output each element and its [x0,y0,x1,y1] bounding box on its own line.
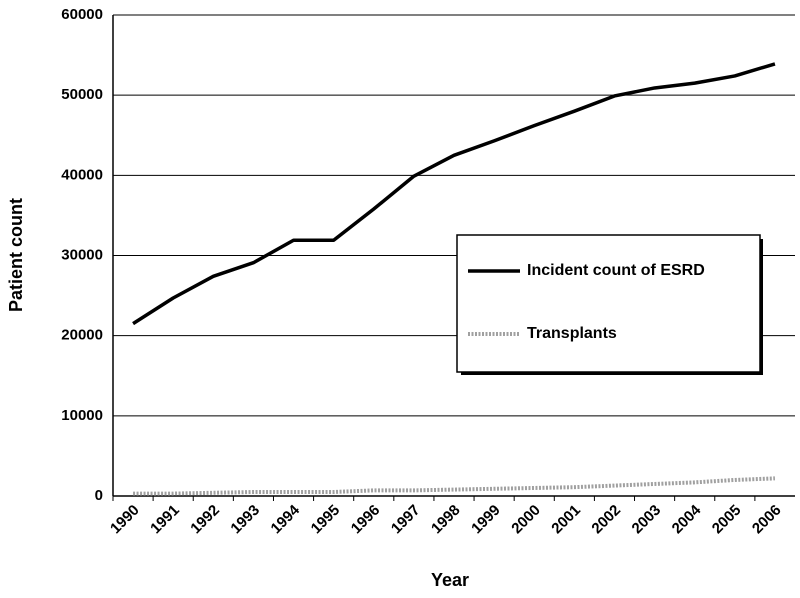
y-tick-label: 30000 [61,246,103,263]
legend-shadow [760,239,763,375]
x-tick-label: 1996 [348,502,384,538]
legend-label: Transplants [527,325,617,342]
x-tick-label: 2002 [588,502,624,538]
x-axis-title: Year [431,570,469,590]
y-axis-title: Patient count [6,198,26,312]
y-tick-label: 50000 [61,86,103,103]
legend-box [456,234,761,373]
x-tick-label: 2001 [548,502,584,538]
series-line [133,476,776,496]
y-tick-label: 60000 [61,6,103,23]
y-tick-label: 0 [95,487,103,504]
legend-label: Incident count of ESRD [527,262,705,279]
series-line [132,62,776,326]
x-tick-label: 1992 [187,502,223,538]
x-tick-label: 2006 [749,502,785,538]
x-tick-label: 1993 [227,502,263,538]
x-tick-label: 2005 [709,502,745,538]
x-tick-label: 1994 [268,501,304,537]
x-tick-label: 2004 [669,501,705,537]
x-tick-label: 1990 [107,502,143,538]
x-tick-label: 1991 [147,502,183,538]
y-tick-label: 10000 [61,407,103,424]
x-tick-label: 1997 [388,502,424,538]
x-tick-label: 2000 [508,502,544,538]
legend-shadow [461,372,763,375]
x-tick-label: 1995 [308,502,344,538]
x-tick-label: 1998 [428,502,464,538]
x-tick-label: 2003 [629,502,665,538]
y-tick-label: 20000 [61,327,103,344]
x-tick-label: 1999 [468,502,504,538]
y-tick-label: 40000 [61,166,103,183]
